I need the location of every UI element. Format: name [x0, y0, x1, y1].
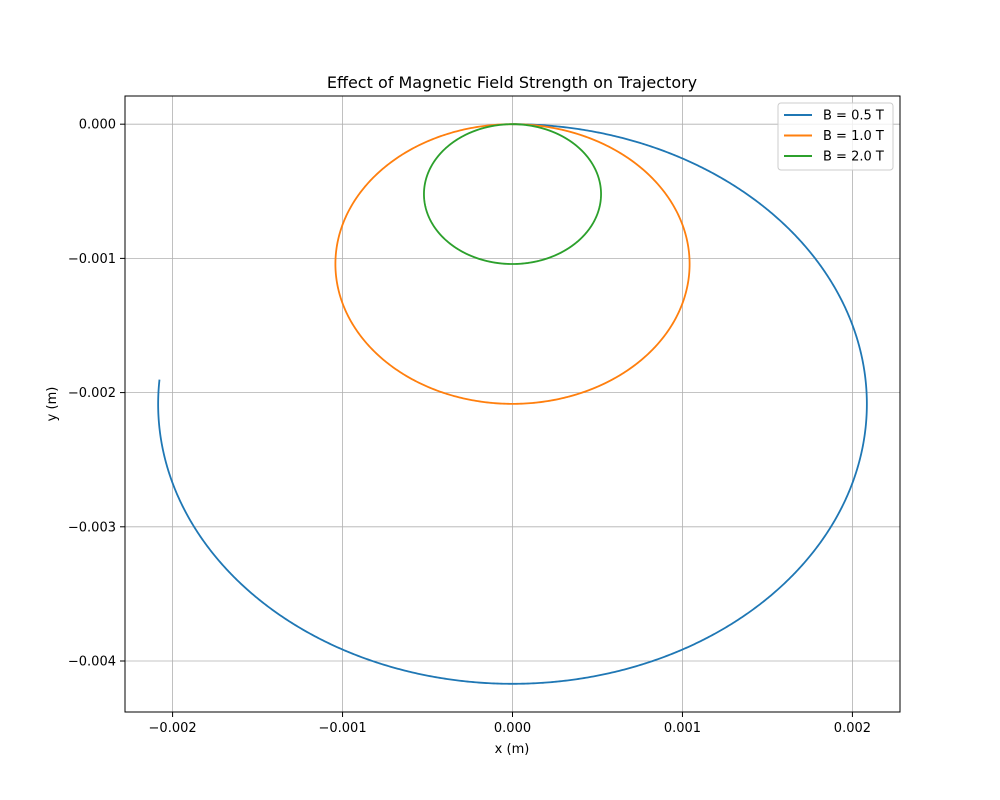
chart-title: Effect of Magnetic Field Strength on Tra…	[327, 73, 697, 92]
y-axis-label: y (m)	[45, 387, 60, 422]
axis-ticks: −0.002 −0.001 0.000 0.001 0.002 0.000 −0.001 −0…	[68, 118, 871, 736]
legend-box	[777, 102, 894, 171]
x-tick-label: −0.001	[318, 721, 366, 736]
x-tick-label: 0.000	[494, 721, 531, 736]
y-tick-label: −0.001	[68, 252, 116, 267]
legend: B = 0.5 T B = 1.0 T B = 2.0 T	[777, 102, 894, 171]
legend-label-2: B = 1.0 T	[823, 129, 884, 144]
y-tick-label: −0.003	[68, 520, 116, 535]
y-tick-label: −0.004	[68, 655, 116, 670]
x-axis-label: x (m)	[495, 742, 530, 757]
series-line-2	[334, 123, 691, 405]
x-tick-label: −0.002	[149, 721, 197, 736]
series-lines	[157, 123, 868, 685]
x-tick-label: 0.002	[834, 721, 871, 736]
series-line-1	[157, 123, 868, 685]
series-line-3	[423, 123, 602, 265]
legend-label-3: B = 2.0 T	[823, 150, 884, 165]
legend-label-1: B = 0.5 T	[823, 109, 884, 124]
y-tick-label: −0.002	[68, 386, 116, 401]
x-tick-label: 0.001	[664, 721, 701, 736]
y-tick-label: 0.000	[79, 118, 116, 133]
